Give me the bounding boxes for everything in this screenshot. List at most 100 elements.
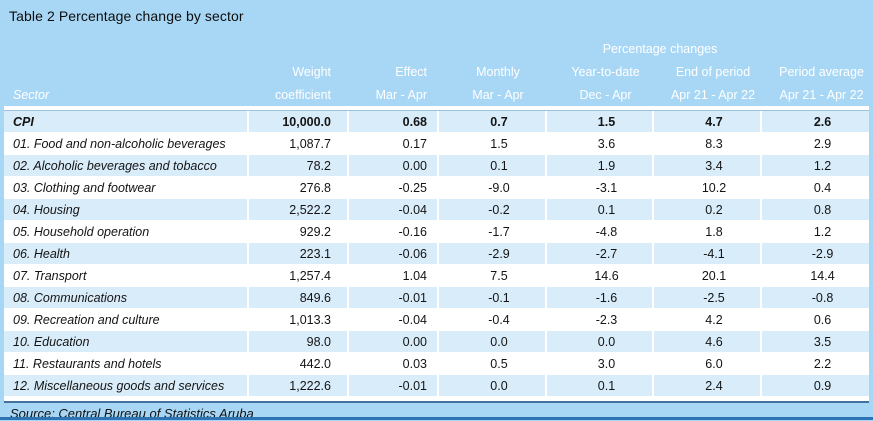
monthly-cell: 0.7 (437, 111, 545, 133)
end-of-period-cell: 8.3 (652, 133, 760, 155)
monthly-cell: -1.7 (437, 221, 545, 243)
column-header-row-2: Sector coefficient Mar - Apr Mar - Apr D… (4, 79, 869, 106)
sector-cell: 04. Housing (4, 199, 247, 221)
sector-cell: CPI (4, 111, 247, 133)
period-average-cell: 14.4 (760, 265, 870, 287)
sector-cell: 10. Education (4, 331, 247, 353)
table-row: CPI 10,000.0 0.68 0.7 1.5 4.7 2.6 (4, 111, 870, 133)
year-to-date-cell: 14.6 (545, 265, 652, 287)
weight-cell: 98.0 (247, 331, 347, 353)
year-to-date-cell: 3.0 (545, 353, 652, 375)
year-to-date-cell: -1.6 (545, 287, 652, 309)
header-year-to-date-sub: Dec - Apr (579, 88, 632, 102)
weight-cell: 1,222.6 (247, 375, 347, 397)
weight-cell: 223.1 (247, 243, 347, 265)
monthly-cell: 0.0 (437, 375, 545, 397)
end-of-period-cell: 4.6 (652, 331, 760, 353)
table-row: 04. Housing 2,522.2 -0.04 -0.2 0.1 0.2 0… (4, 199, 870, 221)
monthly-cell: -0.4 (437, 309, 545, 331)
period-average-cell: 0.6 (760, 309, 870, 331)
effect-cell: -0.01 (347, 287, 437, 309)
header-monthly-sub: Mar - Apr (472, 88, 524, 102)
monthly-cell: -9.0 (437, 177, 545, 199)
table-row: 06. Health 223.1 -0.06 -2.9 -2.7 -4.1 -2… (4, 243, 870, 265)
table-row: 01. Food and non-alcoholic beverages 1,0… (4, 133, 870, 155)
percentage-changes-group-header: Percentage changes (602, 42, 718, 56)
weight-cell: 442.0 (247, 353, 347, 375)
header-period-average-sub: Apr 21 - Apr 22 (779, 88, 864, 102)
period-average-cell: 0.8 (760, 199, 870, 221)
period-average-cell: 2.2 (760, 353, 870, 375)
year-to-date-cell: 3.6 (545, 133, 652, 155)
effect-cell: 0.03 (347, 353, 437, 375)
group-header-empty (4, 31, 437, 56)
sector-cell: 11. Restaurants and hotels (4, 353, 247, 375)
header-sector: Sector (13, 88, 50, 102)
period-average-cell: -0.8 (760, 287, 870, 309)
monthly-cell: 1.5 (437, 133, 545, 155)
header-year-to-date: Year-to-date (571, 65, 640, 79)
end-of-period-cell: 6.0 (652, 353, 760, 375)
header-end-of-period-sub: Apr 21 - Apr 22 (670, 88, 756, 102)
header-separator (4, 106, 870, 111)
header-sector-spacer (4, 56, 247, 79)
weight-cell: 849.6 (247, 287, 347, 309)
table-row: 08. Communications 849.6 -0.01 -0.1 -1.6… (4, 287, 870, 309)
header-end-of-period: End of period (675, 65, 751, 79)
end-of-period-cell: 2.4 (652, 375, 760, 397)
effect-cell: -0.25 (347, 177, 437, 199)
year-to-date-cell: -2.7 (545, 243, 652, 265)
monthly-cell: -2.9 (437, 243, 545, 265)
sector-cell: 05. Household operation (4, 221, 247, 243)
footer-divider (4, 397, 869, 403)
header-weight-sub: coefficient (274, 88, 331, 102)
period-average-cell: 1.2 (760, 155, 870, 177)
header-separator-band (4, 106, 870, 111)
table-row: 07. Transport 1,257.4 1.04 7.5 14.6 20.1… (4, 265, 870, 287)
weight-cell: 78.2 (247, 155, 347, 177)
effect-cell: -0.04 (347, 309, 437, 331)
weight-cell: 1,087.7 (247, 133, 347, 155)
table-row: 03. Clothing and footwear 276.8 -0.25 -9… (4, 177, 870, 199)
table-row: 12. Miscellaneous goods and services 1,2… (4, 375, 870, 397)
year-to-date-cell: 1.9 (545, 155, 652, 177)
monthly-cell: 7.5 (437, 265, 545, 287)
sector-cell: 01. Food and non-alcoholic beverages (4, 133, 247, 155)
period-average-cell: 0.9 (760, 375, 870, 397)
effect-cell: -0.04 (347, 199, 437, 221)
effect-cell: 0.68 (347, 111, 437, 133)
effect-cell: 0.00 (347, 155, 437, 177)
table-row: 10. Education 98.0 0.00 0.0 0.0 4.6 3.5 (4, 331, 870, 353)
weight-cell: 1,257.4 (247, 265, 347, 287)
weight-cell: 1,013.3 (247, 309, 347, 331)
header-period-average: Period average (779, 65, 864, 79)
year-to-date-cell: -3.1 (545, 177, 652, 199)
sector-cell: 12. Miscellaneous goods and services (4, 375, 247, 397)
monthly-cell: 0.1 (437, 155, 545, 177)
year-to-date-cell: 0.1 (545, 199, 652, 221)
sector-cell: 06. Health (4, 243, 247, 265)
sector-cell: 07. Transport (4, 265, 247, 287)
effect-cell: 0.17 (347, 133, 437, 155)
period-average-cell: 0.4 (760, 177, 870, 199)
effect-cell: 0.00 (347, 331, 437, 353)
effect-cell: -0.06 (347, 243, 437, 265)
year-to-date-cell: 0.0 (545, 331, 652, 353)
year-to-date-cell: -4.8 (545, 221, 652, 243)
table-row: 09. Recreation and culture 1,013.3 -0.04… (4, 309, 870, 331)
end-of-period-cell: 0.2 (652, 199, 760, 221)
effect-cell: -0.01 (347, 375, 437, 397)
monthly-cell: -0.2 (437, 199, 545, 221)
table-row: 05. Household operation 929.2 -0.16 -1.7… (4, 221, 870, 243)
end-of-period-cell: 20.1 (652, 265, 760, 287)
table-row: 02. Alcoholic beverages and tobacco 78.2… (4, 155, 870, 177)
period-average-cell: -2.9 (760, 243, 870, 265)
end-of-period-cell: 10.2 (652, 177, 760, 199)
period-average-cell: 3.5 (760, 331, 870, 353)
weight-cell: 276.8 (247, 177, 347, 199)
year-to-date-cell: 0.1 (545, 375, 652, 397)
header-effect-sub: Mar - Apr (375, 88, 427, 102)
end-of-period-cell: 1.8 (652, 221, 760, 243)
sector-cell: 02. Alcoholic beverages and tobacco (4, 155, 247, 177)
